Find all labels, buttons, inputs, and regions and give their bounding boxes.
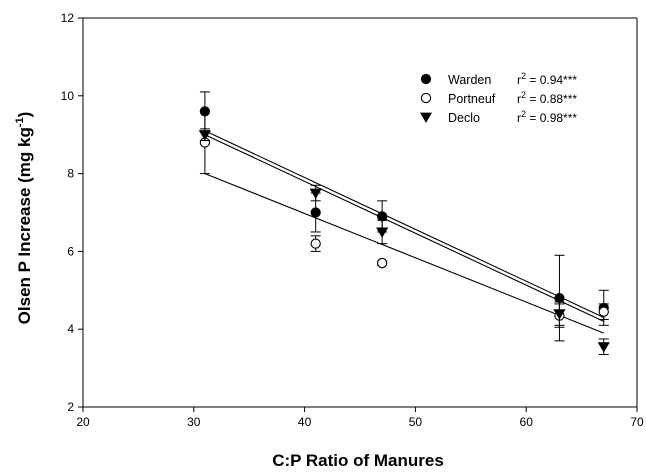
legend-label-declo: Declo <box>448 111 480 125</box>
x-axis-title: C:P Ratio of Manures <box>272 451 444 470</box>
data-point-declo <box>309 188 322 199</box>
legend-marker-declo <box>419 112 433 123</box>
data-point-declo <box>376 227 389 238</box>
legend-marker-portneuf <box>420 92 432 104</box>
regression-line-warden <box>204 130 604 319</box>
data-point-warden <box>377 211 388 222</box>
x-tick-label: 50 <box>409 415 423 429</box>
y-tick-label: 12 <box>61 11 75 25</box>
data-point-warden <box>554 292 565 304</box>
data-point-declo <box>553 309 566 320</box>
legend: Warden r2 = 0.94*** Portneuf r2 = 0.88*** De… <box>419 71 577 125</box>
y-tick-label: 8 <box>67 167 74 181</box>
legend-r2-warden: r2 = 0.94*** <box>517 71 577 87</box>
x-tick-label: 20 <box>76 415 90 429</box>
data-point-declo <box>597 342 610 353</box>
y-axis-title: Olsen P Increase (mg kg-1) <box>14 112 34 325</box>
data-point-warden <box>310 207 321 218</box>
x-tick-label: 70 <box>630 415 644 429</box>
legend-marker-warden <box>420 73 432 85</box>
data-point-portneuf <box>377 257 388 269</box>
x-tick-label: 30 <box>187 415 201 429</box>
x-tick-label: 40 <box>298 415 312 429</box>
legend-label-warden: Warden <box>448 73 491 87</box>
regression-line-portneuf <box>204 173 604 334</box>
y-tick-label: 4 <box>67 322 74 336</box>
regression-line-declo <box>204 134 604 322</box>
data-marks <box>198 91 610 355</box>
data-point-portneuf <box>310 238 321 249</box>
y-tick-label: 6 <box>67 244 74 258</box>
y-tick-label: 10 <box>61 89 75 103</box>
y-tick-label: 2 <box>67 400 74 414</box>
x-tick-label: 60 <box>520 415 534 429</box>
data-point-portneuf <box>598 306 609 317</box>
axes: 20 30 40 50 60 70 2 4 6 8 10 12 <box>61 11 644 429</box>
legend-r2-portneuf: r2 = 0.88*** <box>517 90 577 106</box>
legend-label-portneuf: Portneuf <box>448 92 496 106</box>
legend-r2-declo: r2 = 0.98*** <box>517 109 577 125</box>
data-point-declo <box>198 130 211 141</box>
